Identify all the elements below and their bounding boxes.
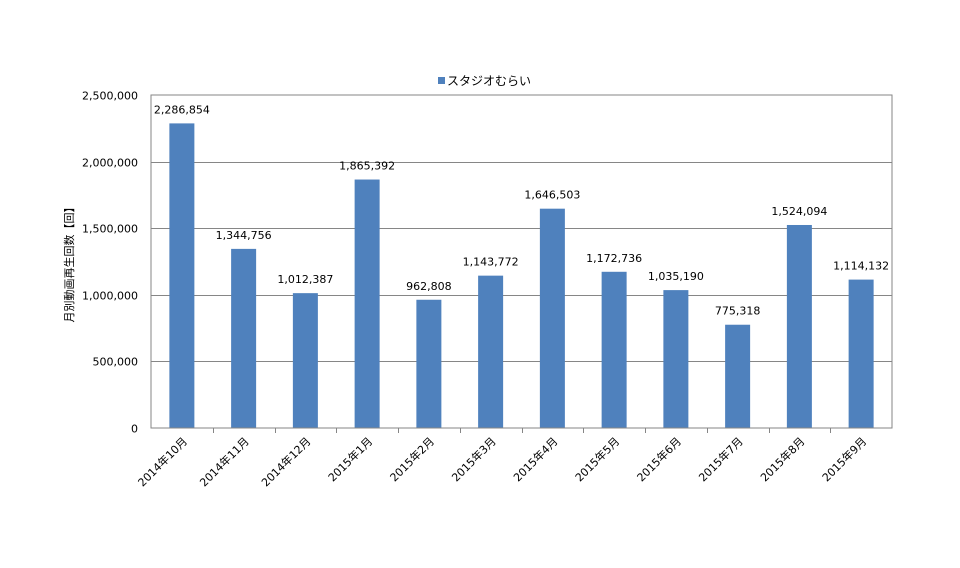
bar <box>786 224 812 428</box>
x-tick-label: 2015年7月 <box>696 434 746 484</box>
bar <box>663 290 689 428</box>
bar <box>354 179 380 428</box>
y-tick-label: 2,500,000 <box>82 90 138 103</box>
data-label: 1,012,387 <box>277 273 333 286</box>
x-tick-label: 2015年6月 <box>634 434 684 484</box>
x-tick-label: 2015年4月 <box>510 434 560 484</box>
plot-area <box>150 94 893 429</box>
bar <box>231 248 257 428</box>
y-axis-label: 月別動画再生回数【回】 <box>62 202 76 323</box>
y-tick-labels: 0 500,000 1,000,000 1,500,000 2,000,000 2,500… <box>82 90 138 436</box>
data-label: 962,808 <box>406 280 452 293</box>
data-labels: 2,286,854 1,344,756 1,012,387 1,865,392 962,… <box>154 103 889 317</box>
legend: スタジオむらい <box>438 74 531 88</box>
x-tick-label: 2015年1月 <box>325 434 375 484</box>
y-tick-label: 1,500,000 <box>82 223 138 236</box>
y-tick-label: 500,000 <box>93 356 139 369</box>
gridlines <box>151 162 892 362</box>
data-label: 1,172,736 <box>586 252 642 265</box>
x-tick-label: 2015年9月 <box>819 434 869 484</box>
data-label: 1,524,094 <box>771 205 827 218</box>
bar <box>478 275 504 428</box>
x-tick-labels: 2014年10月 2014年11月 2014年12月 2015年1月 2015年2月 20… <box>135 428 869 489</box>
data-label: 1,035,190 <box>648 270 704 283</box>
x-tick-label: 2015年3月 <box>449 434 499 484</box>
data-label: 1,865,392 <box>339 160 395 173</box>
x-tick-label: 2014年12月 <box>258 434 313 489</box>
bars <box>169 123 874 428</box>
bar <box>292 293 318 428</box>
bar <box>848 279 874 428</box>
data-label: 1,114,132 <box>833 260 889 273</box>
x-tick-label: 2014年11月 <box>197 434 252 489</box>
legend-swatch <box>438 77 445 84</box>
bar <box>416 299 442 428</box>
y-tick-label: 2,000,000 <box>82 157 138 170</box>
x-tick-label: 2015年5月 <box>572 434 622 484</box>
legend-label: スタジオむらい <box>447 74 531 88</box>
y-tick-label: 1,000,000 <box>82 290 138 303</box>
data-label: 1,143,772 <box>463 256 519 269</box>
y-tick-label: 0 <box>131 423 138 436</box>
x-tick-label: 2015年2月 <box>387 434 437 484</box>
bar <box>169 123 195 428</box>
data-label: 1,344,756 <box>216 229 272 242</box>
bar <box>539 208 565 428</box>
x-tick-label: 2015年8月 <box>757 434 807 484</box>
data-label: 1,646,503 <box>524 189 580 202</box>
data-label: 2,286,854 <box>154 103 210 116</box>
data-label: 775,318 <box>715 305 761 318</box>
bar <box>601 271 627 428</box>
x-tick-label: 2014年10月 <box>135 434 190 489</box>
bar <box>725 324 751 428</box>
